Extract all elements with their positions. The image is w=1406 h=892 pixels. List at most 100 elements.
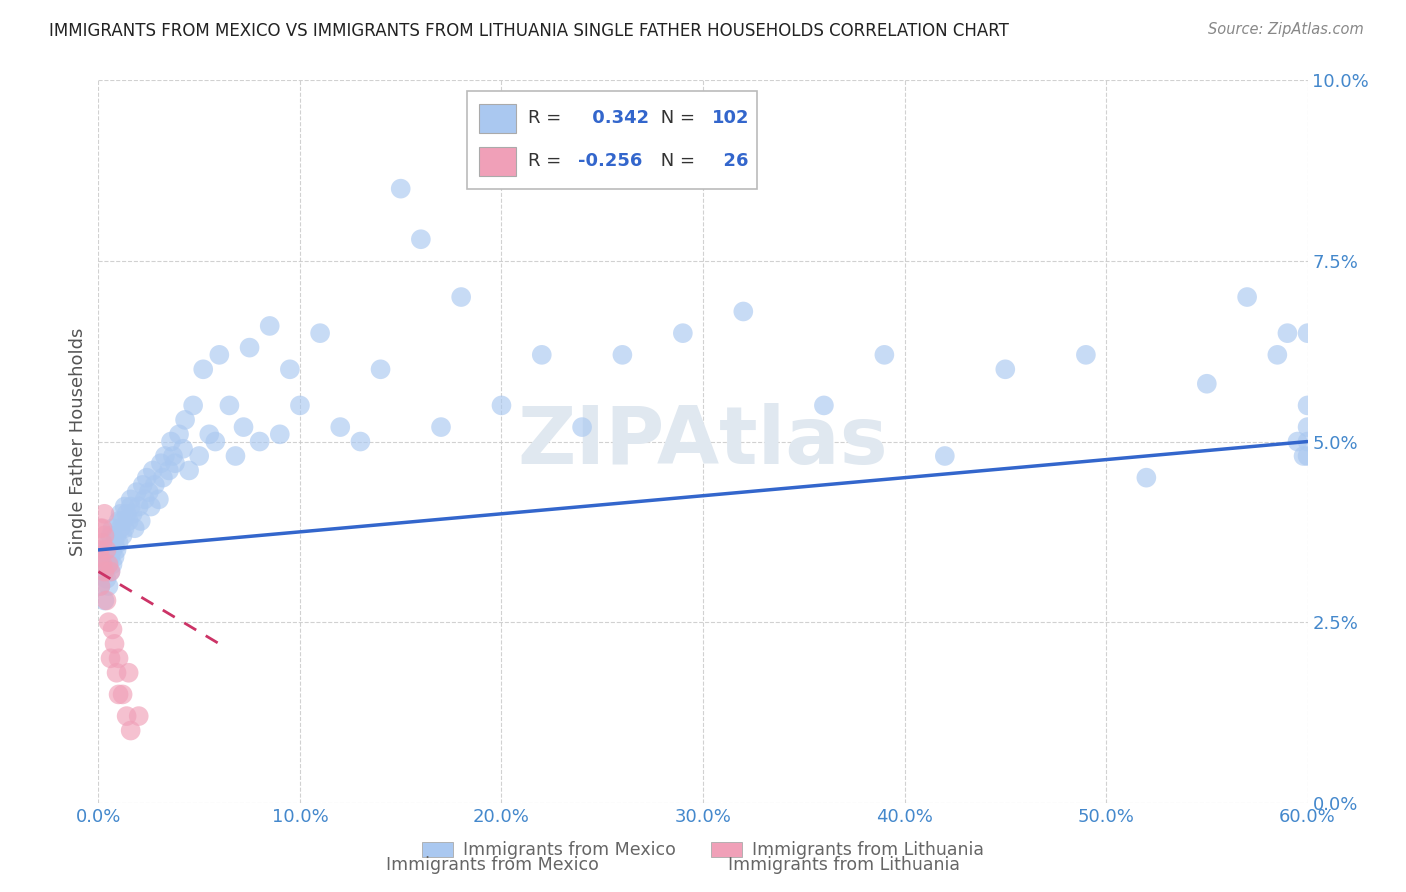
- Point: [96, 572, 118, 586]
- Point: [101, 558, 124, 572]
- Point: [179, 463, 201, 477]
- Point: [89, 542, 111, 557]
- Text: 102: 102: [711, 110, 749, 128]
- Text: 0.342: 0.342: [586, 110, 648, 128]
- Point: [103, 550, 125, 565]
- Point: [128, 709, 150, 723]
- Bar: [479, 104, 516, 133]
- Text: Source: ZipAtlas.com: Source: ZipAtlas.com: [1208, 22, 1364, 37]
- Point: [93, 507, 115, 521]
- Point: [91, 565, 114, 579]
- Point: [120, 500, 142, 514]
- Point: [101, 542, 124, 557]
- Point: [232, 420, 254, 434]
- Point: [128, 500, 150, 514]
- Point: [249, 434, 271, 449]
- Point: [135, 471, 157, 485]
- Point: [100, 550, 122, 565]
- Point: [873, 348, 896, 362]
- Point: [370, 362, 392, 376]
- Point: [1195, 376, 1218, 391]
- Point: [1296, 434, 1319, 449]
- Point: [349, 434, 371, 449]
- Point: [269, 427, 291, 442]
- Point: [198, 427, 221, 442]
- Text: 26: 26: [711, 153, 749, 170]
- FancyBboxPatch shape: [467, 91, 758, 189]
- Point: [89, 550, 111, 565]
- Point: [118, 665, 141, 680]
- Text: IMMIGRANTS FROM MEXICO VS IMMIGRANTS FROM LITHUANIA SINGLE FATHER HOUSEHOLDS COR: IMMIGRANTS FROM MEXICO VS IMMIGRANTS FRO…: [49, 22, 1010, 40]
- Point: [163, 456, 186, 470]
- Point: [89, 579, 111, 593]
- Point: [115, 507, 138, 521]
- Point: [571, 420, 593, 434]
- Point: [224, 449, 246, 463]
- Point: [329, 420, 352, 434]
- Point: [129, 514, 152, 528]
- Text: R =: R =: [527, 153, 567, 170]
- Point: [97, 615, 120, 630]
- Point: [181, 398, 204, 412]
- Point: [101, 521, 124, 535]
- Point: [93, 565, 115, 579]
- Text: -0.256: -0.256: [578, 153, 643, 170]
- Point: [110, 507, 132, 521]
- Point: [994, 362, 1017, 376]
- Point: [107, 651, 129, 665]
- Point: [309, 326, 332, 340]
- Point: [105, 542, 128, 557]
- Point: [813, 398, 835, 412]
- Point: [193, 362, 215, 376]
- Point: [120, 492, 142, 507]
- Point: [107, 514, 129, 528]
- Point: [672, 326, 695, 340]
- Point: [1296, 398, 1319, 412]
- Point: [153, 449, 176, 463]
- Point: [93, 528, 115, 542]
- Point: [1277, 326, 1299, 340]
- Point: [134, 492, 156, 507]
- Point: [91, 521, 114, 535]
- Point: [160, 434, 183, 449]
- Point: [111, 687, 134, 701]
- Y-axis label: Single Father Households: Single Father Households: [69, 327, 87, 556]
- Point: [97, 535, 120, 549]
- Text: Immigrants from Mexico: Immigrants from Mexico: [385, 856, 599, 874]
- Legend: Immigrants from Mexico, Immigrants from Lithuania: Immigrants from Mexico, Immigrants from …: [415, 835, 991, 866]
- Text: R =: R =: [527, 110, 567, 128]
- Point: [100, 651, 122, 665]
- Point: [204, 434, 226, 449]
- Point: [124, 521, 146, 535]
- Point: [288, 398, 311, 412]
- Point: [89, 521, 111, 535]
- Point: [97, 558, 120, 572]
- Point: [139, 500, 162, 514]
- Point: [114, 500, 136, 514]
- Point: [111, 514, 134, 528]
- Point: [107, 535, 129, 549]
- Point: [93, 558, 115, 572]
- Point: [1296, 420, 1319, 434]
- Point: [121, 507, 143, 521]
- Point: [143, 478, 166, 492]
- Bar: [479, 147, 516, 176]
- Point: [110, 521, 132, 535]
- Point: [93, 593, 115, 607]
- Point: [138, 485, 160, 500]
- Point: [118, 514, 141, 528]
- Text: ZIPAtlas: ZIPAtlas: [517, 402, 889, 481]
- Point: [174, 413, 197, 427]
- Point: [93, 542, 115, 557]
- Point: [450, 290, 472, 304]
- Point: [96, 550, 118, 565]
- Point: [530, 348, 553, 362]
- Point: [100, 565, 122, 579]
- Point: [114, 521, 136, 535]
- Point: [91, 535, 114, 549]
- Point: [208, 348, 231, 362]
- Point: [97, 558, 120, 572]
- Point: [239, 341, 262, 355]
- Point: [120, 723, 142, 738]
- Point: [96, 593, 118, 607]
